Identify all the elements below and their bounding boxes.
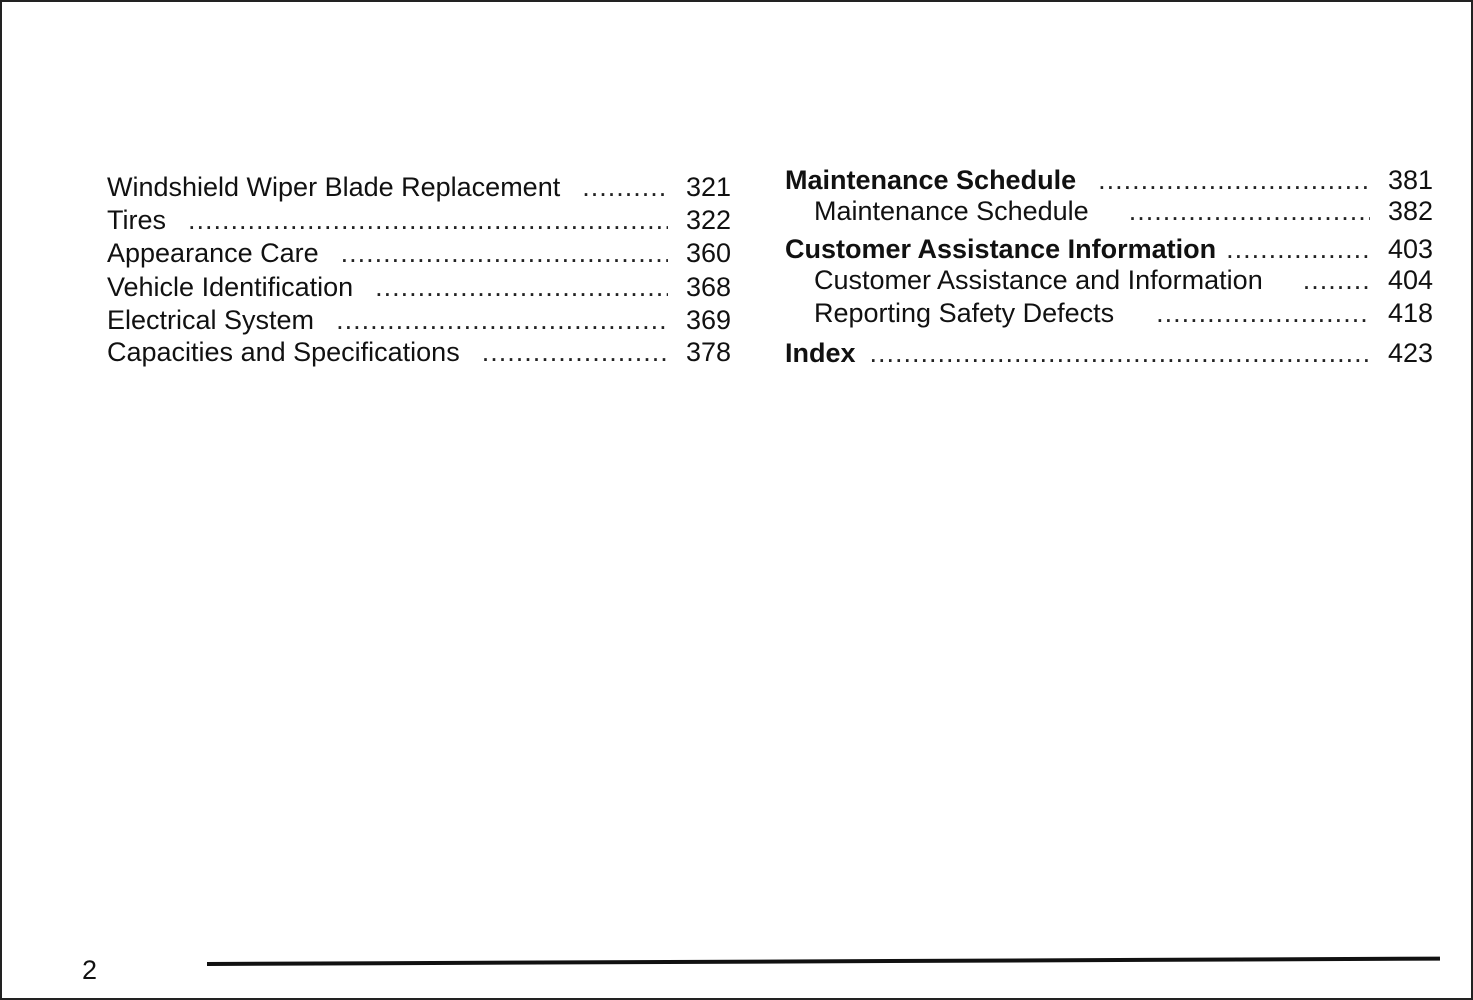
entry-page: 382 <box>1387 196 1433 226</box>
entry-page: 369 <box>685 305 731 335</box>
entry-title: Tires <box>107 205 166 235</box>
dot-leader <box>1129 196 1370 227</box>
entry-title: Maintenance Schedule <box>814 196 1089 226</box>
entry-title: Reporting Safety Defects <box>814 298 1115 328</box>
toc-entry[interactable]: Maintenance Schedule 382 <box>814 196 1433 227</box>
toc-section[interactable]: Maintenance Schedule 381 <box>785 165 1433 196</box>
entry-page: 322 <box>685 205 731 235</box>
dot-leader <box>336 305 668 336</box>
toc-entry[interactable]: Tires 322 <box>107 205 731 236</box>
entry-page: 381 <box>1387 165 1433 195</box>
entry-page: 423 <box>1387 338 1433 368</box>
dot-leader <box>1098 165 1370 196</box>
page-number: 2 <box>82 955 98 985</box>
toc-entry[interactable]: Reporting Safety Defects 418 <box>814 298 1433 329</box>
entry-title: Customer Assistance Information <box>785 234 1217 264</box>
entry-page: 403 <box>1387 234 1433 264</box>
entry-page: 360 <box>685 238 731 268</box>
toc-entry[interactable]: Customer Assistance and Information 404 <box>814 265 1433 296</box>
entry-title: Index <box>785 338 856 368</box>
dot-leader <box>341 238 668 269</box>
dot-leader <box>1156 298 1370 329</box>
dot-leader <box>188 205 668 236</box>
entry-page: 321 <box>685 172 731 202</box>
toc-entry[interactable]: Electrical System 369 <box>107 305 731 336</box>
toc-entry[interactable]: Appearance Care 360 <box>107 238 731 269</box>
dot-leader <box>375 272 668 303</box>
dot-leader <box>1226 234 1370 265</box>
dot-leader <box>870 338 1370 369</box>
entry-title: Appearance Care <box>107 238 319 268</box>
dot-leader <box>1303 265 1370 296</box>
dot-leader <box>482 337 668 368</box>
entry-title: Customer Assistance and Information <box>814 265 1263 295</box>
dot-leader <box>582 172 668 203</box>
entry-title: Electrical System <box>107 305 315 335</box>
entry-title: Maintenance Schedule <box>785 165 1077 195</box>
entry-title: Capacities and Specifications <box>107 337 460 367</box>
toc-section[interactable]: Index 423 <box>785 338 1433 369</box>
toc-section[interactable]: Customer Assistance Information 403 <box>785 234 1433 265</box>
toc-entry[interactable]: Vehicle Identification 368 <box>107 272 731 303</box>
entry-page: 418 <box>1387 298 1433 328</box>
entry-page: 378 <box>685 337 731 367</box>
entry-title: Vehicle Identification <box>107 272 354 302</box>
toc-entry[interactable]: Windshield Wiper Blade Replacement 321 <box>107 172 731 203</box>
entry-title: Windshield Wiper Blade Replacement <box>107 172 561 202</box>
entry-page: 368 <box>685 272 731 302</box>
toc-entry[interactable]: Capacities and Specifications 378 <box>107 337 731 368</box>
entry-page: 404 <box>1387 265 1433 295</box>
